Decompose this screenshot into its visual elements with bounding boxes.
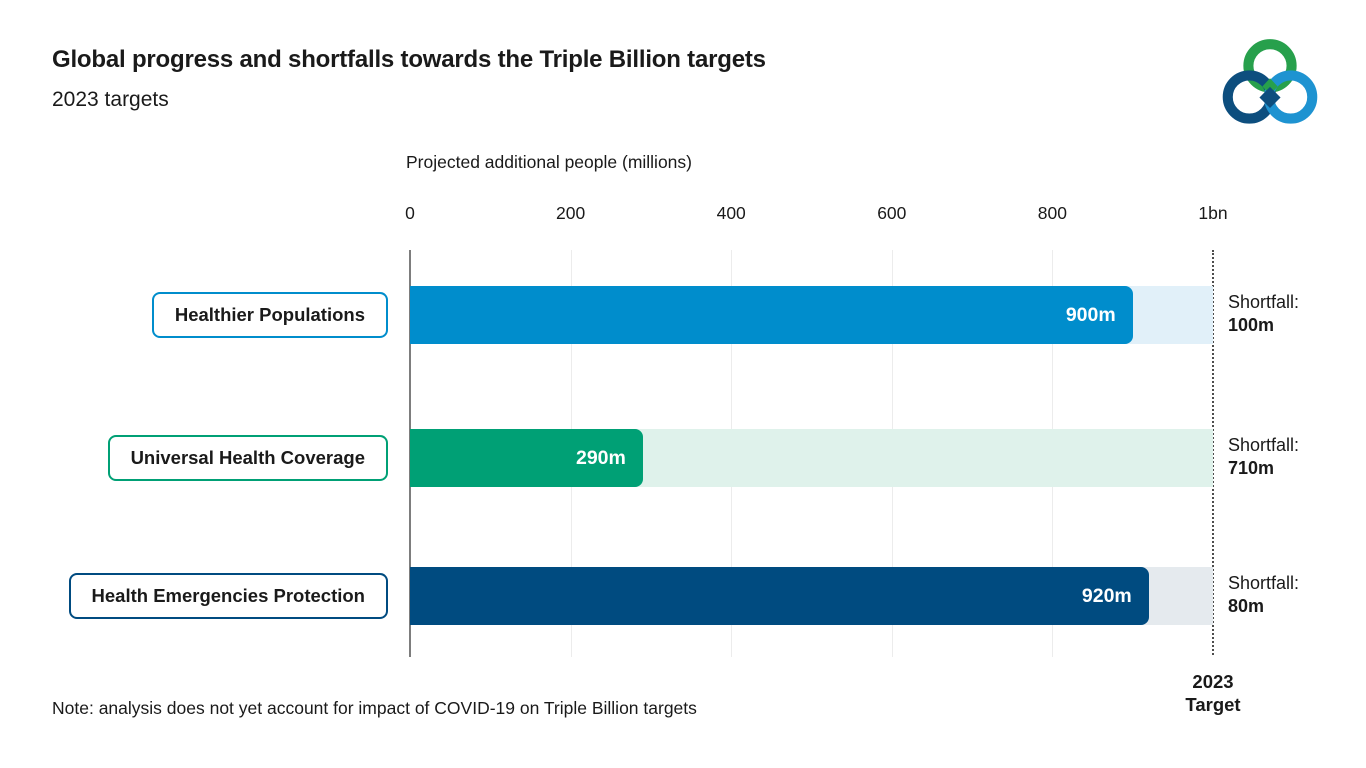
shortfall-title: Shortfall: (1228, 435, 1300, 455)
shortfall-annotation: Shortfall: 100m (1228, 291, 1299, 337)
logo-center-green-diamond (1262, 78, 1278, 95)
shortfall-annotation: Shortfall: 80m (1228, 572, 1299, 618)
shortfall-value: 710m (1228, 458, 1275, 478)
x-tick-label: 0 (405, 203, 415, 223)
progress-bar: 920m (410, 567, 1149, 625)
shortfall-title: Shortfall: (1228, 573, 1300, 593)
target-label: 2023 Target (1185, 670, 1240, 716)
bar-value-label: 290m (575, 447, 626, 469)
page-subtitle: 2023 targets (52, 88, 169, 111)
shortfall-annotation: Shortfall: 710m (1228, 434, 1299, 480)
triple-billion-logo (1222, 39, 1318, 124)
shortfall-value: 100m (1228, 315, 1275, 335)
x-axis-title: Projected additional people (millions) (406, 152, 692, 172)
x-tick-label: 600 (877, 203, 907, 223)
shortfall-title: Shortfall: (1228, 292, 1300, 312)
category-label-box: Health Emergencies Protection (68, 573, 388, 619)
category-label-box: Universal Health Coverage (107, 435, 388, 481)
target-label-word: Target (1185, 694, 1241, 715)
logo-center-navy-diamond (1259, 86, 1281, 109)
bar-value-label: 900m (1065, 304, 1116, 326)
shortfall-value: 80m (1228, 596, 1265, 616)
progress-bar: 290m (410, 429, 643, 487)
target-label-year: 2023 (1192, 671, 1234, 692)
progress-bar: 900m (410, 286, 1133, 344)
x-tick-label: 800 (1037, 203, 1067, 223)
bar-value-label: 920m (1081, 585, 1132, 607)
x-tick-label: 1bn (1198, 203, 1228, 223)
footnote: Note: analysis does not yet account for … (52, 698, 697, 718)
category-label-box: Healthier Populations (151, 292, 388, 338)
page-title: Global progress and shortfalls towards t… (52, 46, 766, 73)
x-tick-label: 400 (716, 203, 746, 223)
x-tick-label: 200 (555, 203, 586, 223)
target-dotted-line (1212, 250, 1214, 655)
